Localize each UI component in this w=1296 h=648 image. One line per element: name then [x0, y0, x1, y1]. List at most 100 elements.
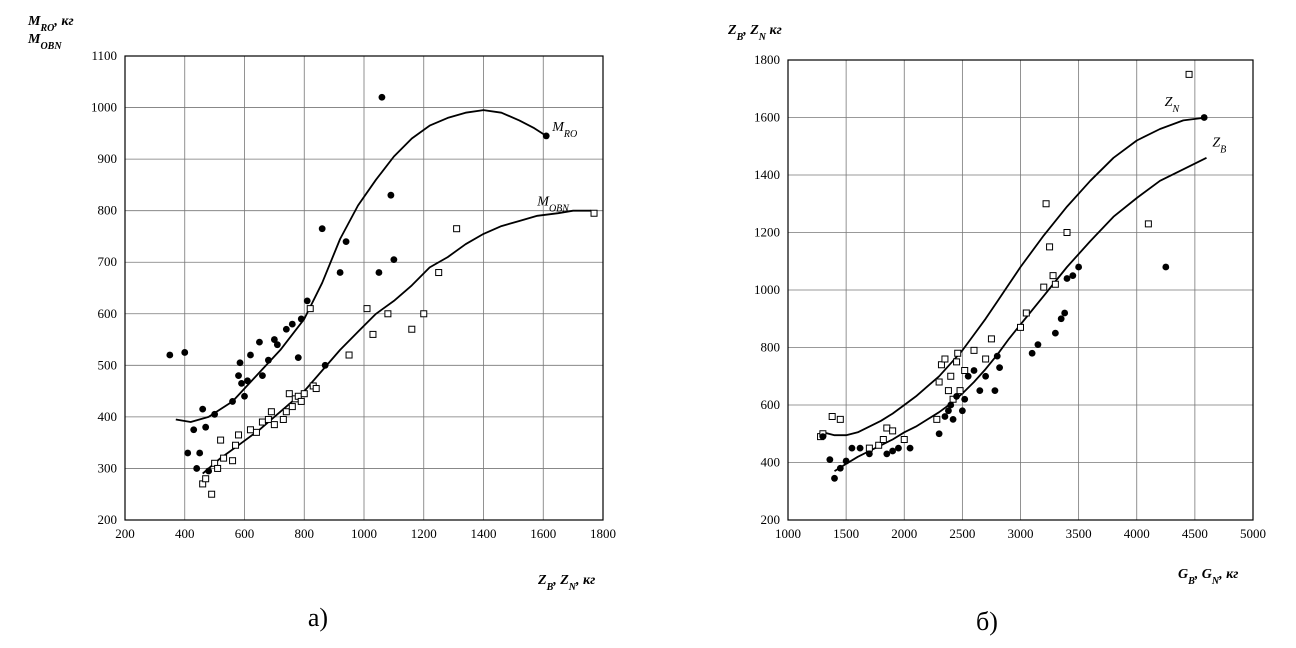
- data-point-open: [956, 387, 964, 395]
- data-point-filled: [1075, 263, 1083, 271]
- data-point-open: [1051, 280, 1059, 288]
- data-point-open: [836, 415, 844, 423]
- y-tick-label: 1000: [754, 282, 780, 297]
- x-axis-label: GB, GN, кг: [1178, 567, 1238, 587]
- data-point-filled: [1061, 309, 1069, 317]
- data-point-filled: [336, 269, 344, 276]
- data-point-filled: [1051, 329, 1059, 337]
- plot-frame: [124, 55, 604, 521]
- data-point-open: [941, 355, 949, 363]
- y-axis-label: ZB, ZN кг: [727, 23, 782, 43]
- data-point-filled: [865, 450, 873, 458]
- data-point-filled: [826, 456, 834, 464]
- x-tick-label: 400: [175, 526, 195, 541]
- y-tick-label: 1200: [754, 225, 780, 240]
- curve-label: MRO: [551, 120, 577, 140]
- data-point-open: [214, 464, 222, 472]
- data-point-filled: [883, 450, 891, 458]
- data-point-open: [202, 475, 210, 483]
- data-point-filled: [1162, 263, 1170, 271]
- data-point-filled: [288, 320, 296, 328]
- chart-caption: б): [976, 607, 998, 636]
- y-tick-label: 1800: [754, 52, 780, 67]
- data-point-open: [953, 358, 961, 366]
- data-point-filled: [229, 398, 236, 405]
- trend-curve-m-ro: [175, 109, 547, 423]
- y-tick-label: 800: [761, 340, 781, 355]
- x-tick-label: 1200: [411, 526, 437, 541]
- data-point-filled: [321, 361, 329, 369]
- data-point-filled: [190, 426, 198, 434]
- data-point-filled: [991, 387, 999, 395]
- data-point-filled: [889, 447, 897, 455]
- data-point-open: [453, 225, 461, 233]
- data-point-open: [970, 346, 978, 354]
- data-point-filled: [947, 401, 955, 409]
- y-tick-label: 900: [98, 151, 118, 166]
- data-point-open: [883, 424, 891, 432]
- data-point-filled: [273, 341, 281, 349]
- y-tick-label: 600: [761, 397, 781, 412]
- data-point-filled: [996, 364, 1003, 372]
- data-point-open: [954, 349, 962, 357]
- data-point-filled: [342, 238, 350, 246]
- data-point-filled: [836, 464, 844, 472]
- data-point-open: [961, 367, 969, 374]
- data-point-filled: [964, 372, 972, 380]
- data-point-filled: [247, 351, 254, 359]
- data-point-filled: [831, 474, 838, 482]
- data-point-filled: [166, 351, 174, 359]
- data-point-filled: [318, 225, 326, 233]
- x-tick-label: 600: [235, 526, 255, 541]
- chart-b: 1000 1500 2000 2500 3000 3500 4000 4500 5000 200 4…: [727, 23, 1266, 636]
- data-point-filled: [256, 338, 263, 346]
- data-point-open: [865, 444, 873, 452]
- data-point-filled: [259, 372, 266, 380]
- data-point-filled: [196, 449, 204, 457]
- data-point-open: [590, 209, 598, 217]
- y-tick-label: 300: [98, 460, 118, 475]
- data-point-filled: [1034, 341, 1042, 349]
- data-point-filled: [297, 315, 305, 323]
- x-tick-label: 3500: [1066, 526, 1092, 541]
- y-axis-label: MRO, кг: [27, 14, 74, 34]
- data-point-open: [282, 408, 290, 416]
- data-point-open: [279, 415, 287, 423]
- data-point-filled: [375, 269, 383, 276]
- data-point-open: [1185, 70, 1193, 78]
- y-tick-label: 1000: [91, 100, 117, 115]
- data-point-filled: [236, 359, 244, 367]
- data-point-open: [1049, 272, 1057, 280]
- trend-curve-z-n: [822, 116, 1207, 437]
- data-point-filled: [1063, 275, 1071, 282]
- data-point-filled: [958, 407, 966, 415]
- data-point-open: [875, 441, 883, 449]
- data-point-open: [937, 361, 945, 369]
- data-point-filled: [945, 407, 952, 415]
- data-point-open: [300, 390, 308, 398]
- data-point-filled: [211, 410, 219, 418]
- x-tick-label: 1400: [471, 526, 497, 541]
- data-point-filled: [856, 444, 864, 452]
- y-tick-label: 800: [98, 203, 118, 218]
- data-point-open: [232, 441, 240, 449]
- y-tick-label: 200: [98, 512, 118, 527]
- x-tick-label: 1500: [833, 526, 859, 541]
- data-point-open: [1017, 323, 1024, 331]
- data-point-open: [384, 310, 392, 318]
- data-point-open: [987, 335, 995, 343]
- y-tick-label: 400: [761, 455, 781, 470]
- data-point-open: [1040, 283, 1048, 291]
- data-point-open: [345, 351, 353, 359]
- data-point-filled: [181, 349, 189, 356]
- data-point-open: [982, 355, 990, 363]
- data-point-filled: [199, 405, 207, 413]
- curve-label: ZB: [1212, 135, 1226, 155]
- data-point-filled: [390, 256, 398, 264]
- data-point-open: [363, 305, 371, 313]
- data-point-open: [267, 408, 275, 416]
- data-point-open: [1046, 243, 1054, 251]
- data-point-open: [435, 269, 443, 277]
- data-point-filled: [1028, 349, 1036, 357]
